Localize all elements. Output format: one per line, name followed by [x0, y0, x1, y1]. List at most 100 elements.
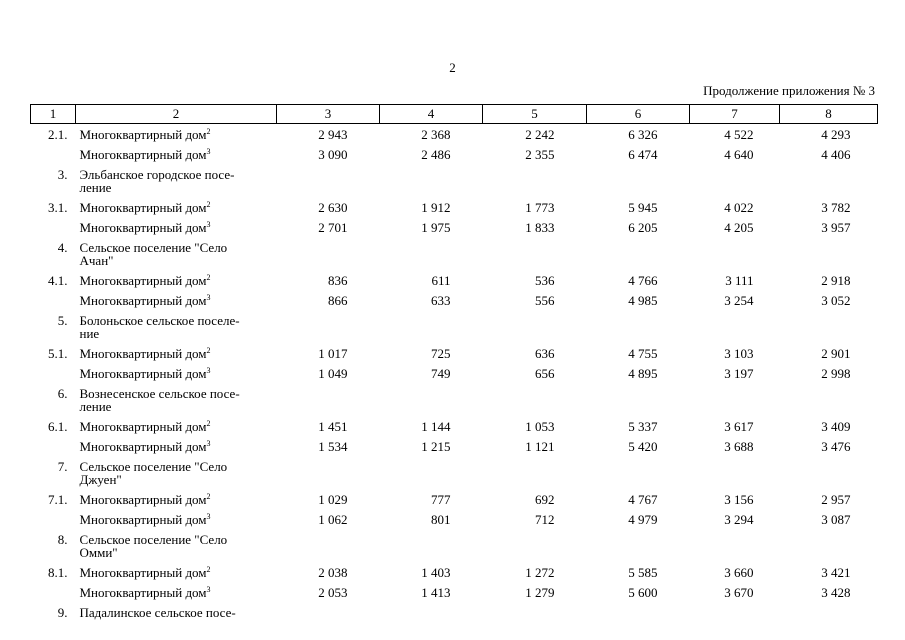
value-cell: 2 943: [318, 127, 348, 142]
footnote-ref: 3: [206, 220, 211, 229]
value-cell: 4 406: [821, 147, 851, 162]
value-cell: 712: [535, 512, 555, 527]
value-cell: 3 428: [821, 585, 851, 600]
value-cell: [690, 164, 780, 197]
row-name-text: Сельское поселение "Село Омми": [79, 532, 228, 560]
table-row: 3.1. Многоквартирный дом2 2 630 1 912 1 773 5…: [31, 197, 878, 217]
table-row: 3. Эльбанское городское посе- ление: [31, 164, 878, 197]
footnote-ref: 2: [206, 346, 211, 355]
caption: Продолжение приложения № 3: [703, 83, 875, 98]
row-number: 4.: [57, 240, 68, 255]
header-cell: 2: [75, 104, 277, 124]
value-cell: 3 476: [821, 439, 851, 454]
value-cell: 1 029: [318, 492, 348, 507]
value-cell: 3 111: [725, 273, 754, 288]
value-cell: 656: [535, 366, 555, 381]
row-name: Падалинское сельское посе-: [76, 602, 277, 622]
value-cell: 1 279: [525, 585, 555, 600]
row-name-text: Многоквартирный дом: [79, 585, 207, 600]
row-name: Многоквартирный дом2: [76, 416, 277, 436]
row-name-text: Падалинское сельское посе-: [79, 605, 236, 620]
header-cell: 3: [276, 104, 380, 124]
value-cell: [780, 529, 878, 562]
table-row: Многоквартирный дом3 1 534 1 215 1 121 5 420…: [31, 436, 878, 456]
value-cell: [587, 164, 690, 197]
value-cell: 4 985: [628, 293, 658, 308]
row-name-text: Многоквартирный дом: [79, 512, 207, 527]
table-row: 4.1. Многоквартирный дом2 836 611 536 4 766 3 …: [31, 270, 878, 290]
row-name: Вознесенское сельское посе- ление: [76, 383, 277, 416]
value-cell: 3 052: [821, 293, 851, 308]
row-name-text: Вознесенское сельское посе- ление: [79, 386, 240, 414]
table-row: Многоквартирный дом3 2 053 1 413 1 279 5 600…: [31, 582, 878, 602]
footnote-ref: 3: [206, 293, 211, 302]
value-cell: 725: [431, 346, 451, 361]
row-name-text: Многоквартирный дом: [79, 439, 207, 454]
value-cell: [780, 602, 878, 622]
value-cell: 1 017: [318, 346, 348, 361]
row-number: 6.: [57, 386, 68, 401]
table-row: 4. Сельское поселение "Село Ачан": [31, 237, 878, 270]
value-cell: 3 294: [724, 512, 754, 527]
row-name: Многоквартирный дом2: [76, 489, 277, 509]
value-cell: 1 403: [421, 565, 451, 580]
page-number: 2: [449, 60, 456, 75]
footnote-ref: 3: [206, 147, 211, 156]
table-row: 7. Сельское поселение "Село Джуен": [31, 456, 878, 489]
row-name: Многоквартирный дом3: [76, 582, 277, 602]
table-row: 7.1. Многоквартирный дом2 1 029 777 692 4 767…: [31, 489, 878, 509]
value-cell: 2 053: [318, 585, 348, 600]
row-number: 4.1.: [48, 273, 68, 288]
row-name: Многоквартирный дом2: [76, 562, 277, 582]
row-name: Многоквартирный дом2: [76, 270, 277, 290]
value-cell: 1 121: [525, 439, 555, 454]
row-name-text: Многоквартирный дом: [79, 293, 207, 308]
value-cell: [690, 529, 780, 562]
value-cell: 1 534: [318, 439, 348, 454]
footnote-ref: 2: [206, 565, 211, 574]
table-row: 8.1. Многоквартирный дом2 2 038 1 403 1 272 5…: [31, 562, 878, 582]
header-cell: 4: [379, 104, 483, 124]
value-cell: 692: [535, 492, 555, 507]
row-name-text: Многоквартирный дом: [79, 147, 207, 162]
value-cell: 5 337: [628, 419, 658, 434]
header-cell: 5: [482, 104, 587, 124]
value-cell: 556: [535, 293, 555, 308]
value-cell: 1 215: [421, 439, 451, 454]
value-cell: 2 957: [821, 492, 851, 507]
footnote-ref: 3: [206, 512, 211, 521]
value-cell: 3 409: [821, 419, 851, 434]
table-row: 6. Вознесенское сельское посе- ление: [31, 383, 878, 416]
value-cell: 1 049: [318, 366, 348, 381]
row-name-text: Многоквартирный дом: [79, 200, 207, 215]
value-cell: 1 144: [421, 419, 451, 434]
value-cell: 536: [535, 273, 555, 288]
value-cell: [587, 310, 690, 343]
value-cell: [483, 456, 587, 489]
row-number: 2.1.: [48, 127, 68, 142]
row-number: [31, 217, 76, 237]
row-name: Многоквартирный дом3: [76, 144, 277, 164]
row-name: Многоквартирный дом2: [76, 197, 277, 217]
value-cell: 3 421: [821, 565, 851, 580]
value-cell: 749: [431, 366, 451, 381]
row-number: 5.: [57, 313, 68, 328]
value-cell: 1 773: [525, 200, 555, 215]
value-cell: 6 474: [628, 147, 658, 162]
value-cell: 1 912: [421, 200, 451, 215]
value-cell: 5 420: [628, 439, 658, 454]
value-cell: [780, 456, 878, 489]
value-cell: [380, 310, 483, 343]
value-cell: 3 197: [724, 366, 754, 381]
value-cell: 5 585: [628, 565, 658, 580]
value-cell: 777: [431, 492, 451, 507]
value-cell: 4 205: [724, 220, 754, 235]
row-name-text: Многоквартирный дом: [79, 273, 207, 288]
row-name: Многоквартирный дом2: [76, 124, 277, 145]
footnote-ref: 2: [206, 419, 211, 428]
value-cell: [483, 310, 587, 343]
row-number: 6.1.: [48, 419, 68, 434]
value-cell: 4 755: [628, 346, 658, 361]
